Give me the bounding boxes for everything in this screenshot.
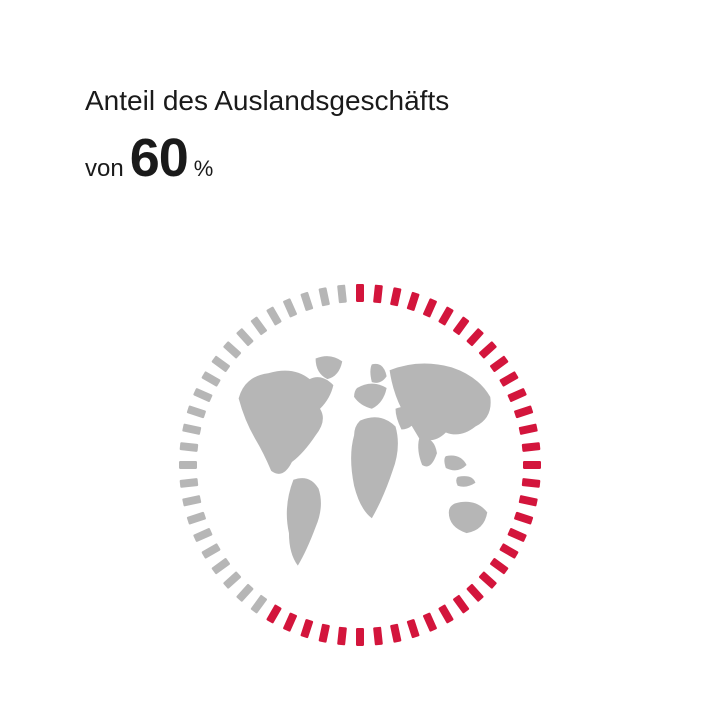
tick-inactive [318,287,330,306]
tick-inactive [180,442,199,452]
tick-active [514,405,534,418]
tick-active [519,495,538,507]
tick-inactive [179,461,197,469]
infographic-page: Anteil des Auslandsgeschäfts von 60 % [0,0,726,726]
tick-active [507,528,527,543]
tick-inactive [223,341,242,359]
value-prefix: von [85,155,124,183]
value-number: 60 [130,131,188,185]
tick-active [499,543,519,559]
tick-inactive [180,478,199,488]
tick-inactive [250,595,267,614]
tick-active [499,371,519,387]
tick-active [478,571,497,589]
tick-active [453,595,470,614]
tick-inactive [201,543,221,559]
title-text: Anteil des Auslandsgeschäfts [85,85,449,117]
tick-active [356,628,364,646]
tick-active [490,355,509,372]
tick-inactive [187,512,207,525]
tick-inactive [266,306,282,326]
tick-active [423,298,438,318]
tick-active [407,619,420,639]
tick-inactive [211,355,230,372]
tick-inactive [193,528,213,543]
tick-active [300,619,313,639]
tick-inactive [236,328,254,347]
title-block: Anteil des Auslandsgeschäfts von 60 % [85,85,449,185]
value-line: von 60 % [85,131,449,185]
tick-active [514,512,534,525]
tick-active [438,604,454,624]
tick-inactive [211,558,230,575]
tick-inactive [223,571,242,589]
tick-active [356,284,364,302]
tick-inactive [182,423,201,435]
tick-inactive [337,285,347,304]
tick-active [390,624,402,643]
tick-active [390,287,402,306]
tick-active [407,292,420,312]
tick-active [519,423,538,435]
tick-active [523,461,541,469]
tick-active [453,316,470,335]
tick-active [478,341,497,359]
tick-active [466,583,484,602]
tick-active [438,306,454,326]
tick-active [466,328,484,347]
tick-inactive [182,495,201,507]
radial-chart [170,275,550,655]
tick-active [337,627,347,646]
tick-active [373,627,383,646]
tick-inactive [236,583,254,602]
tick-active [373,285,383,304]
value-unit: % [194,156,214,182]
tick-active [266,604,282,624]
tick-active [283,612,298,632]
tick-inactive [250,316,267,335]
tick-inactive [283,298,298,318]
tick-active [507,388,527,403]
tick-active [490,558,509,575]
tick-active [423,612,438,632]
tick-active [318,624,330,643]
chart-svg [170,275,550,655]
globe-icon [239,356,491,566]
tick-active [522,442,541,452]
tick-inactive [201,371,221,387]
tick-inactive [193,388,213,403]
tick-inactive [187,405,207,418]
tick-inactive [300,292,313,312]
tick-active [522,478,541,488]
